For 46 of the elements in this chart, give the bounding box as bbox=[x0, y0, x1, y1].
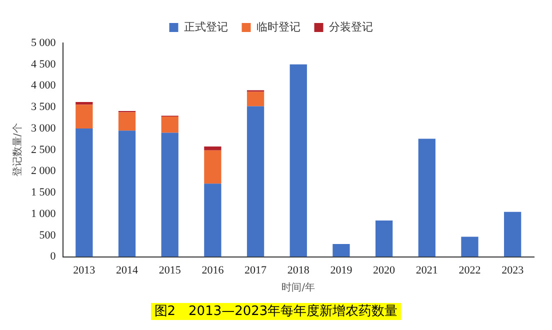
x-tick-label: 2013 bbox=[73, 264, 96, 276]
bar bbox=[290, 64, 307, 257]
y-tick-label: 1 500 bbox=[31, 186, 56, 199]
bar bbox=[246, 92, 264, 106]
bar bbox=[118, 112, 136, 131]
bar bbox=[204, 184, 222, 257]
bar bbox=[76, 102, 93, 105]
y-tick-label: 0 bbox=[50, 250, 56, 263]
y-tick-label: 5 000 bbox=[31, 36, 56, 49]
bar bbox=[161, 116, 178, 133]
bar bbox=[76, 128, 93, 257]
x-axis-title: 时间/年 bbox=[282, 282, 316, 294]
x-tick-label: 2015 bbox=[158, 264, 182, 276]
y-tick-label: 3 500 bbox=[31, 101, 56, 114]
bar bbox=[418, 138, 436, 257]
x-tick-label: 2016 bbox=[202, 264, 224, 276]
bar bbox=[76, 104, 93, 129]
x-tick-label: 2020 bbox=[373, 264, 396, 276]
y-tick-label: 3 000 bbox=[31, 122, 56, 134]
bar bbox=[204, 146, 222, 150]
bar bbox=[332, 244, 350, 257]
y-tick-label: 2 500 bbox=[31, 144, 56, 156]
legend-label: 分装登记 bbox=[328, 20, 373, 34]
x-tick-label: 2023 bbox=[502, 264, 524, 276]
bar bbox=[161, 132, 178, 257]
y-tick-label: 500 bbox=[39, 229, 56, 242]
text: 图2 2013—2023年每年度新增农药数量 bbox=[151, 303, 401, 320]
y-axis-title: 登记数量/个 bbox=[12, 123, 24, 177]
bar bbox=[504, 212, 522, 257]
bar bbox=[246, 106, 264, 257]
bar bbox=[375, 220, 393, 257]
x-tick-label: 2022 bbox=[458, 264, 481, 276]
bar bbox=[118, 130, 136, 257]
y-tick-label: 2 000 bbox=[31, 165, 56, 178]
y-tick-label: 4 500 bbox=[31, 58, 56, 70]
bar bbox=[461, 236, 478, 257]
y-tick-label: 4 000 bbox=[31, 80, 56, 92]
x-tick-label: 2017 bbox=[244, 264, 268, 276]
bar bbox=[204, 150, 222, 184]
legend-label: 正式登记 bbox=[184, 20, 228, 34]
y-tick-label: 1 000 bbox=[31, 208, 56, 220]
legend-label: 临时登记 bbox=[256, 20, 300, 34]
x-tick-label: 2018 bbox=[287, 264, 310, 276]
x-tick-label: 2014 bbox=[116, 264, 139, 276]
x-tick-label: 2019 bbox=[330, 264, 353, 276]
x-tick-label: 2021 bbox=[416, 264, 438, 276]
